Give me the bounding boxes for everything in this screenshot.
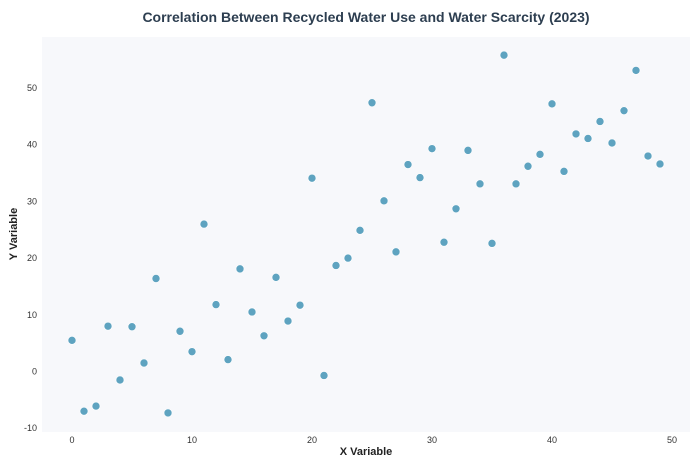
data-point	[271, 273, 281, 282]
y-axis-label: Y Variable	[8, 208, 20, 260]
data-point	[115, 375, 125, 385]
data-point	[91, 401, 101, 411]
data-point	[511, 179, 521, 189]
data-point	[343, 253, 353, 263]
data-point	[559, 167, 569, 176]
y-axis-ticks: -10 0 10 20 30 40 50	[24, 83, 37, 433]
x-tick-label: 40	[547, 435, 557, 445]
data-point	[223, 355, 233, 364]
data-point	[187, 347, 197, 356]
data-point	[475, 179, 485, 189]
data-point	[547, 99, 557, 109]
data-point	[355, 226, 365, 235]
x-tick-label: 30	[427, 435, 437, 445]
data-point	[307, 173, 317, 183]
data-point	[175, 326, 185, 336]
data-point	[643, 151, 653, 161]
y-tick-label: 0	[32, 367, 37, 377]
y-tick-label: 50	[27, 83, 37, 93]
data-point	[211, 300, 221, 309]
data-point	[619, 106, 629, 115]
data-point	[367, 98, 377, 108]
y-tick-label: 10	[27, 310, 37, 320]
data-point	[103, 321, 113, 331]
y-tick-label: 30	[27, 196, 37, 206]
chart-title: Correlation Between Recycled Water Use a…	[142, 9, 589, 25]
data-point	[127, 322, 137, 332]
data-point	[595, 117, 605, 126]
data-point	[199, 219, 209, 229]
data-point	[67, 336, 77, 345]
data-point	[139, 358, 149, 368]
data-point	[163, 408, 173, 418]
data-point	[259, 331, 269, 341]
data-point	[391, 247, 401, 257]
data-point	[247, 307, 257, 317]
data-point	[379, 196, 389, 206]
data-point	[415, 173, 425, 182]
data-point	[487, 239, 497, 248]
data-point	[535, 150, 545, 159]
data-point	[523, 161, 533, 171]
x-tick-label: 20	[307, 435, 317, 445]
y-tick-label: 20	[27, 253, 37, 263]
data-point	[79, 406, 89, 416]
data-point	[427, 144, 437, 153]
x-axis-ticks: 0 10 20 30 40 50	[69, 435, 677, 445]
data-point	[583, 134, 593, 143]
data-point	[331, 261, 341, 270]
data-point	[283, 316, 293, 326]
data-point	[439, 237, 449, 247]
data-point	[403, 160, 413, 169]
data-point	[151, 274, 161, 283]
x-axis-label: X Variable	[340, 446, 393, 458]
data-points	[67, 50, 665, 418]
plot-area	[42, 37, 690, 432]
data-point	[631, 66, 641, 75]
y-tick-label: 40	[27, 140, 37, 150]
data-point	[295, 300, 305, 310]
data-point	[463, 146, 473, 155]
data-point	[451, 204, 461, 214]
x-tick-label: 50	[667, 435, 677, 445]
data-point	[499, 50, 509, 60]
data-point	[319, 371, 329, 380]
data-point	[235, 264, 245, 274]
data-point	[607, 138, 617, 148]
data-point	[571, 129, 581, 139]
x-tick-label: 10	[187, 435, 197, 445]
data-point	[655, 159, 665, 169]
x-tick-label: 0	[69, 435, 74, 445]
y-tick-label: -10	[24, 423, 37, 433]
